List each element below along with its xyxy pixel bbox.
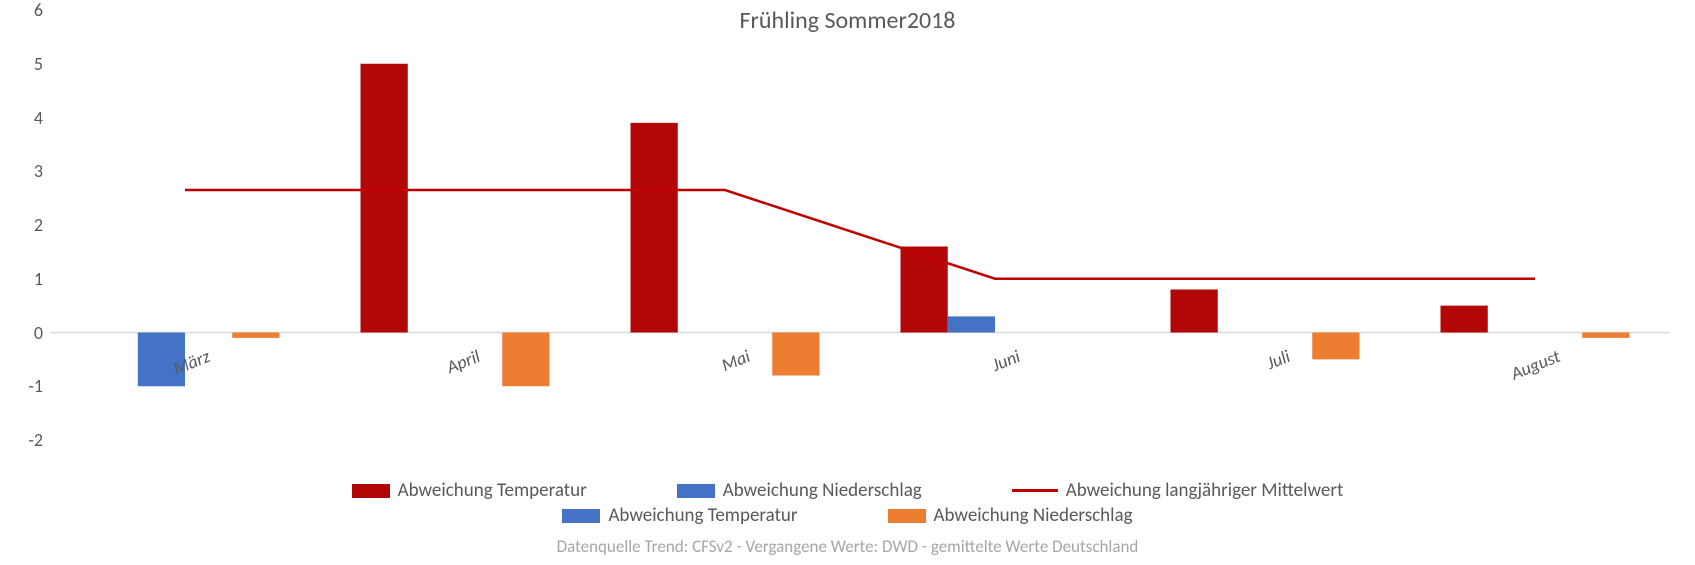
y-tick-label: 5 [3, 53, 43, 75]
bar-temp_red [1441, 306, 1488, 333]
bar-precip_or [1312, 333, 1359, 360]
legend-swatch [562, 509, 600, 523]
plot-area [50, 10, 1670, 440]
legend-swatch [352, 484, 390, 498]
legend: Abweichung TemperaturAbweichung Niedersc… [0, 479, 1695, 527]
legend-label: Abweichung langjähriger Mittelwert [1066, 479, 1344, 502]
y-tick-label: 6 [3, 0, 43, 21]
legend-item: Abweichung Temperatur [352, 479, 587, 502]
bar-precip_or [232, 333, 279, 338]
legend-row: Abweichung Temperatur Abweichung Niedersc… [562, 504, 1132, 527]
bar-precip_or [1582, 333, 1629, 338]
legend-swatch [677, 484, 715, 498]
y-tick-label: 3 [3, 160, 43, 182]
footnote: Datenquelle Trend: CFSv2 - Vergangene We… [0, 536, 1695, 557]
legend-line-swatch [1012, 489, 1058, 492]
legend-item: Abweichung Temperatur [562, 504, 797, 527]
y-tick-label: -2 [3, 429, 43, 451]
legend-swatch [888, 509, 926, 523]
plot-svg [50, 10, 1670, 440]
legend-label: Abweichung Niederschlag [723, 479, 922, 502]
y-tick-label: -1 [3, 375, 43, 397]
legend-item: Abweichung langjähriger Mittelwert [1012, 479, 1344, 502]
chart-container: Frühling Sommer2018 -2-10123456 MärzApri… [0, 0, 1695, 565]
bar-precip_or [772, 333, 819, 376]
legend-label: Abweichung Temperatur [608, 504, 797, 527]
bar-precip_or [502, 333, 549, 387]
legend-row: Abweichung Temperatur Abweichung Niedersc… [352, 479, 1344, 502]
bar-temp_red [901, 247, 948, 333]
legend-label: Abweichung Niederschlag [934, 504, 1133, 527]
y-tick-label: 0 [3, 322, 43, 344]
y-tick-label: 1 [3, 268, 43, 290]
bar-temp_red [1171, 290, 1218, 333]
legend-item: Abweichung Niederschlag [677, 479, 922, 502]
y-tick-label: 2 [3, 214, 43, 236]
y-tick-label: 4 [3, 107, 43, 129]
bar-precip_blue [948, 316, 995, 332]
legend-label: Abweichung Temperatur [398, 479, 587, 502]
bar-temp_red [631, 123, 678, 333]
legend-item: Abweichung Niederschlag [888, 504, 1133, 527]
bar-temp_red [361, 64, 408, 333]
